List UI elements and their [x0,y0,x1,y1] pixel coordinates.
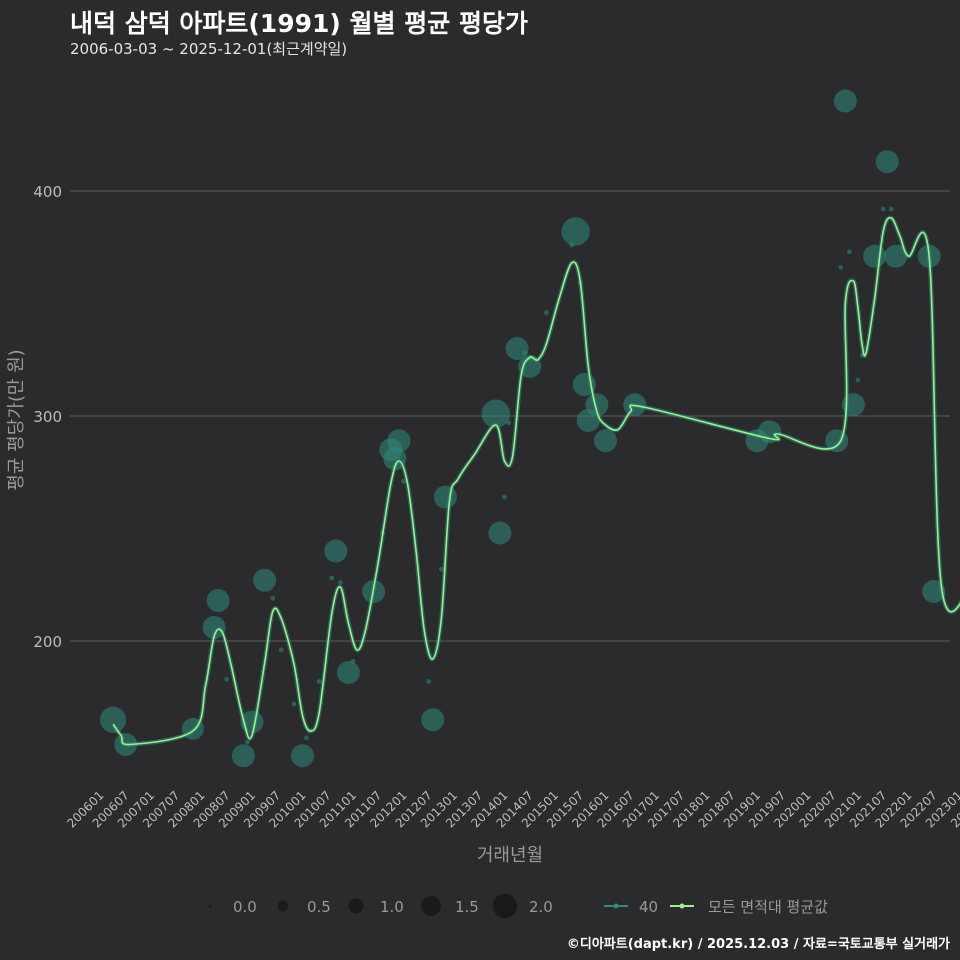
data-point [884,244,908,268]
data-point [329,575,335,581]
data-point [202,615,226,640]
data-point [875,150,899,174]
average-line [112,217,960,746]
data-point [593,429,617,453]
legend-series-40-dot [613,903,619,909]
data-point [888,206,894,212]
y-tick-label: 300 [33,408,62,426]
data-point [278,647,284,653]
data-point [224,676,230,682]
legend-series-40-label: 40 [639,898,658,916]
data-point [543,310,549,315]
legend-size-swatch [421,896,441,916]
legend-size-swatch [492,893,518,919]
data-point [316,679,322,684]
legend-size-label: 1.5 [455,898,479,916]
source-credit: ©디아파트(dapt.kr) / 2025.12.03 / 자료=국토교통부 실… [566,937,950,952]
data-point [846,249,852,255]
data-point [253,568,277,592]
legend-size-label: 0.0 [233,898,257,916]
y-axis-title: 평균 평당가(만 원) [6,349,27,490]
legend-size-swatch [348,898,364,914]
data-point [426,679,432,684]
data-point [231,744,255,768]
data-point [838,265,844,270]
data-point [502,494,507,500]
data-point [387,429,411,453]
chart-title: 내덕 삼덕 아파트(1991) 월별 평균 평당가 [70,9,528,38]
chart-subtitle: 2006-03-03 ~ 2025-12-01(최근계약일) [70,40,348,58]
y-tick-label: 200 [33,633,62,651]
data-point [324,539,348,563]
data-point [833,89,857,113]
data-point [481,399,511,428]
data-point [270,595,276,601]
data-point [304,735,309,741]
data-point [245,739,250,745]
data-point [522,350,528,356]
data-point [291,701,297,707]
data-point [561,217,590,246]
legend-size-label: 2.0 [529,898,553,916]
data-point [206,588,230,613]
legend-size-swatch [277,900,289,912]
data-point [505,336,529,361]
data-point [506,420,511,426]
data-point [290,744,314,768]
y-tick-label: 400 [33,183,62,201]
legend-size-swatch [208,904,212,908]
x-axis-title: 거래년월 [477,845,543,866]
data-point [855,377,861,383]
data-point [337,580,343,585]
legend-series-avg-dot [679,903,685,909]
data-point [350,658,356,664]
data-point [880,206,886,212]
data-point [421,708,445,732]
legend-size-label: 0.5 [307,898,331,916]
legend-series-avg-label: 모든 면적대 평균값 [708,898,828,916]
data-point [488,521,512,545]
legend-size-label: 1.0 [380,898,404,916]
average-line-glow [111,215,960,747]
data-point [99,706,127,733]
data-point [336,660,360,685]
